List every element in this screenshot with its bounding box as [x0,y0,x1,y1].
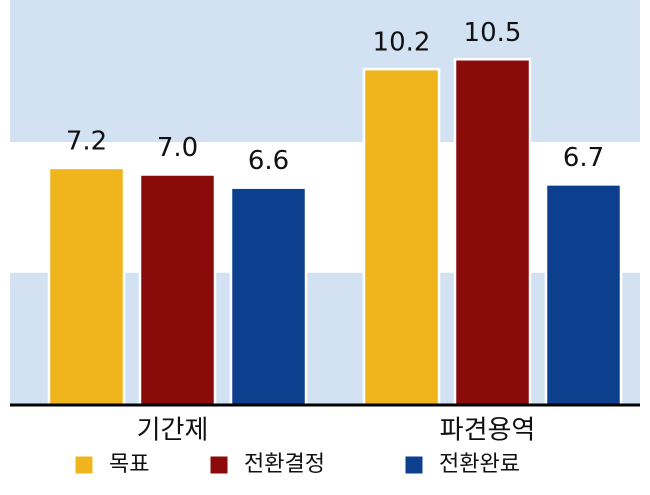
bar [229,186,308,407]
legend-swatch [209,455,229,475]
legend-swatch [74,455,94,475]
data-label: 10.2 [373,28,431,58]
x-tick-label: 기간제 [137,416,209,446]
legend-label: 전환결정 [244,452,325,477]
x-tick-label: 파견용역 [440,416,536,446]
data-label: 6.6 [248,146,289,176]
data-label: 10.5 [464,18,522,48]
legend-label: 목표 [109,452,149,477]
data-label: 7.2 [66,126,107,156]
data-label: 7.0 [157,133,198,163]
bar [47,166,126,407]
bar [138,173,217,407]
bar [362,67,441,407]
data-label: 6.7 [563,143,604,173]
legend-label: 전환완료 [439,452,520,477]
legend-swatch [404,455,424,475]
bar [544,183,623,407]
bar [453,58,532,407]
